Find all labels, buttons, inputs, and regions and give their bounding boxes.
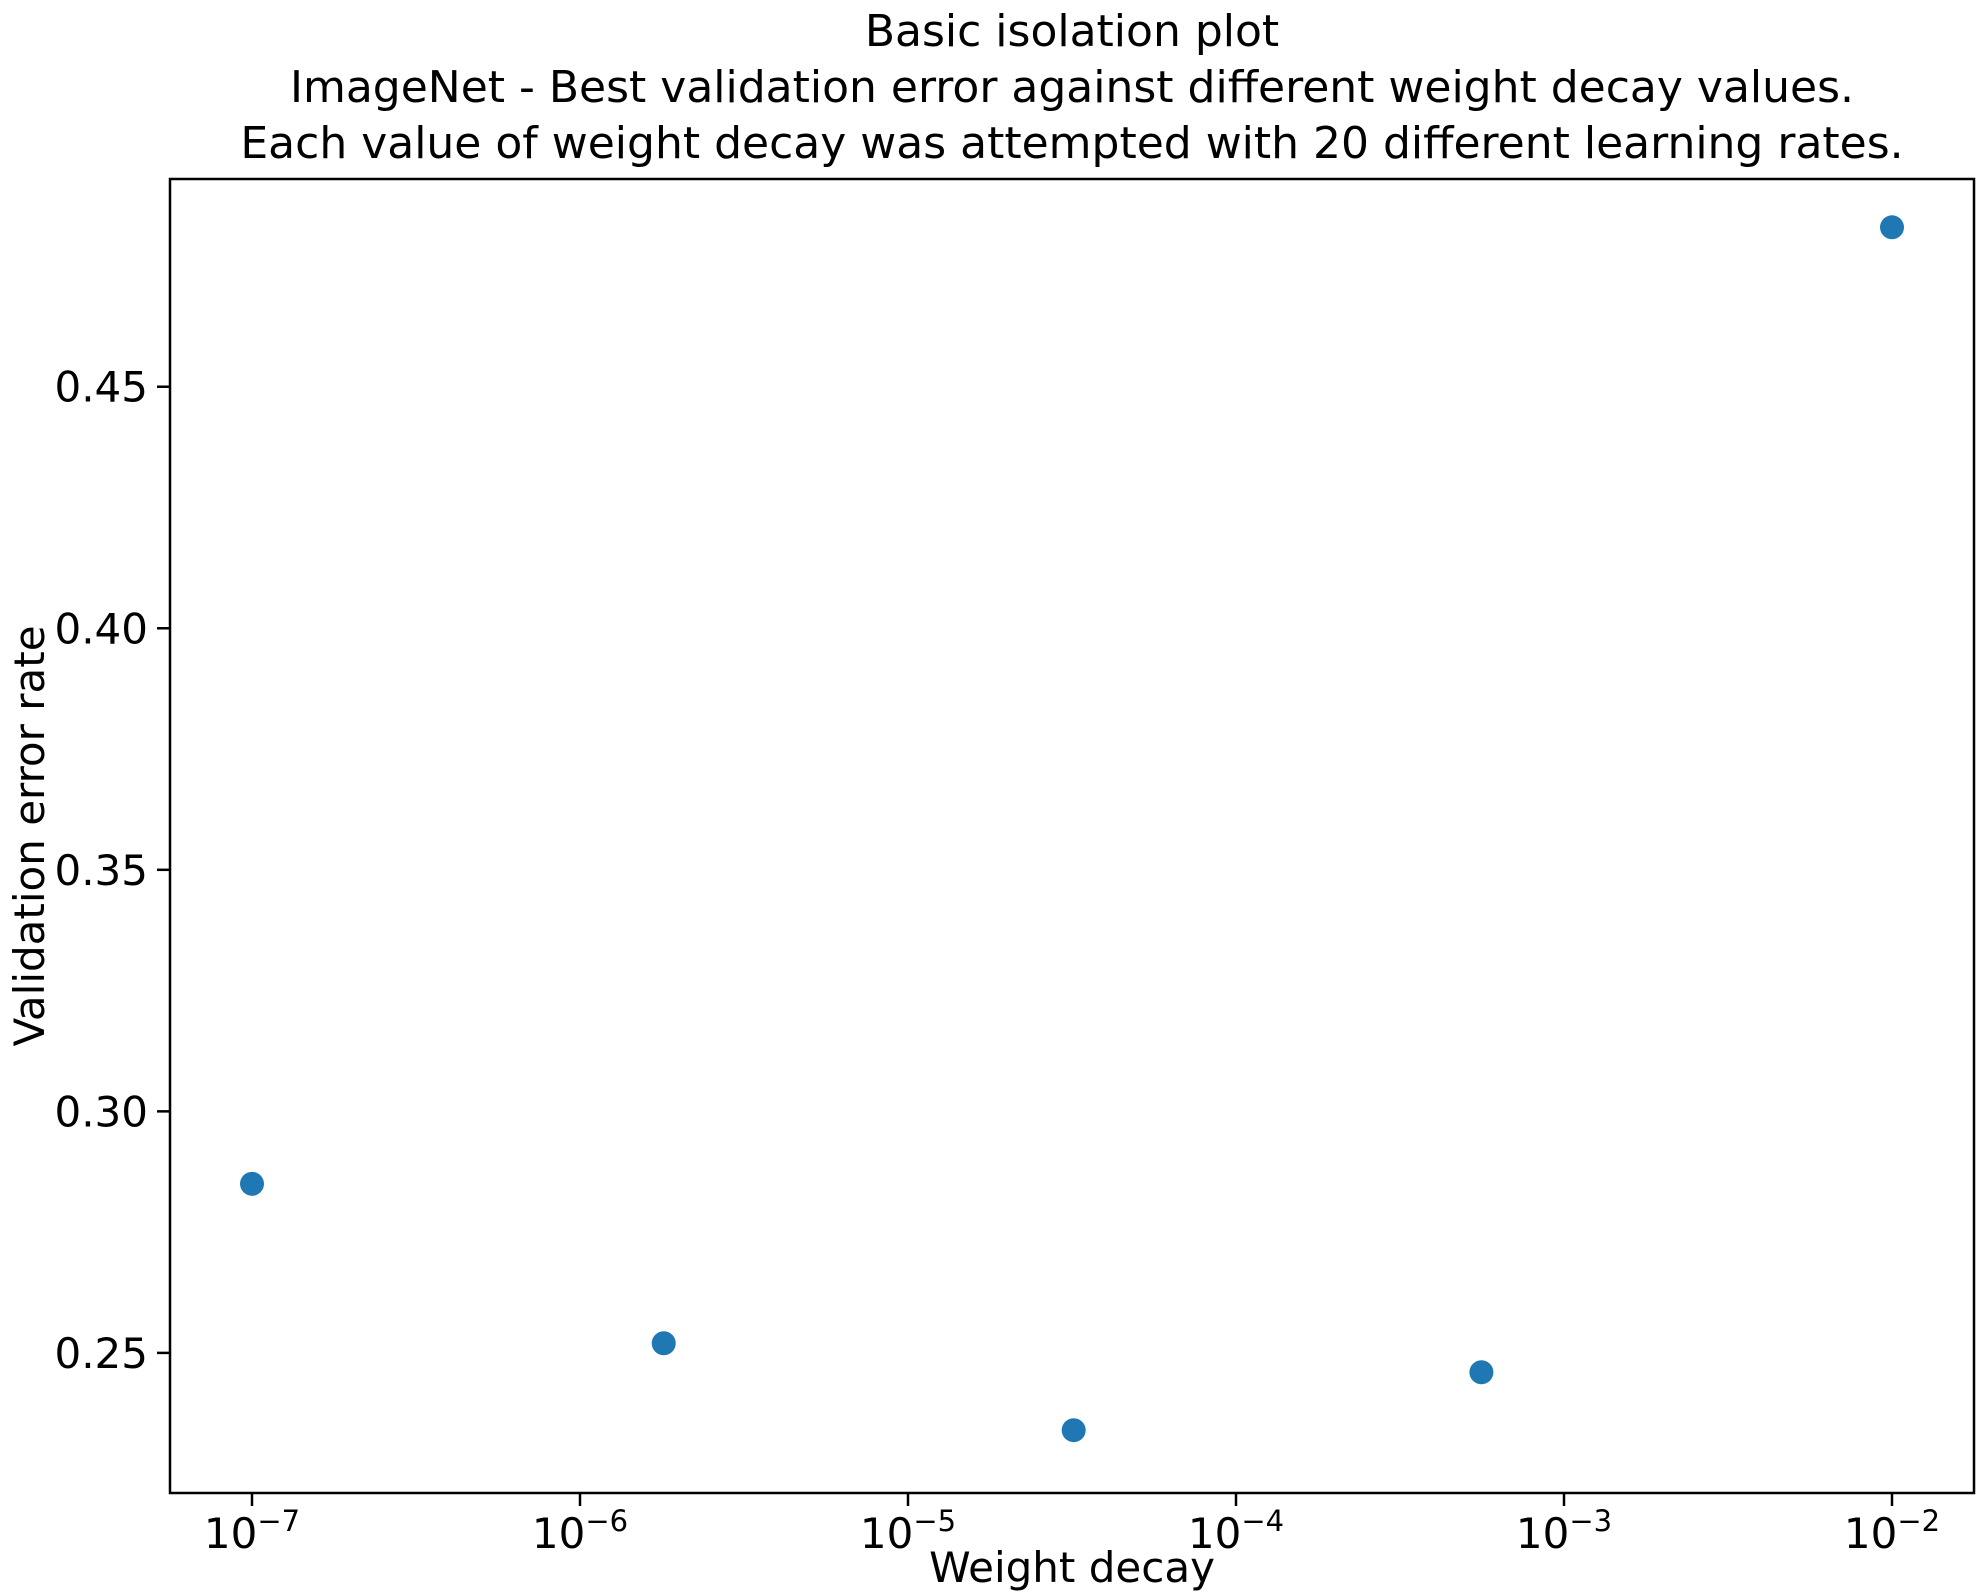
x-tick-label: 10−3 [1516,1504,1612,1558]
data-point [1469,1360,1494,1385]
chart-title: Basic isolation plot ImageNet - Best val… [170,4,1974,172]
data-points-layer [240,215,1904,1443]
y-tick-label: 0.35 [54,846,148,895]
y-axis-label: Validation error rate [5,625,54,1046]
x-tick-label: 10−2 [1844,1504,1940,1558]
y-tick-label: 0.30 [54,1087,148,1136]
data-point [651,1331,676,1356]
x-tick-label: 10−6 [532,1504,628,1558]
axes-frame [168,177,1976,1495]
title-line-2: ImageNet - Best validation error against… [289,62,1855,113]
y-tick-label: 0.45 [54,363,148,412]
data-point [1880,215,1904,240]
y-tick-label: 0.40 [54,604,148,653]
data-point [240,1171,264,1196]
y-tick-label: 0.25 [54,1329,148,1378]
title-line-1: Basic isolation plot [864,6,1280,57]
title-line-3: Each value of weight decay was attempted… [240,118,1904,169]
x-tick-label: 10−5 [860,1504,956,1558]
x-tick-label: 10−4 [1188,1504,1284,1558]
data-point [1061,1418,1086,1443]
x-tick-label: 10−7 [204,1504,300,1558]
axes-layer: 10−7 10−6 10−5 10−4 10−3 10−2 0.25 0.30 0.35 0.40… [54,177,1976,1558]
x-axis-label: Weight decay [929,1543,1215,1592]
